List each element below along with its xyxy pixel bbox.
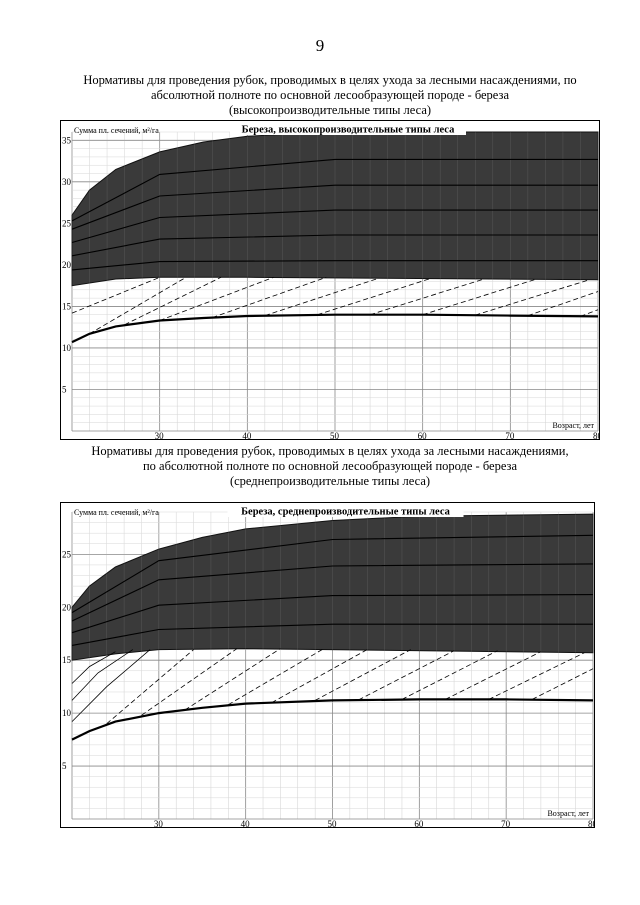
dashed-guide-line [141,648,238,716]
caption-line: (среднепроизводительные типы леса) [229,474,431,488]
x-tick-label: 30 [155,431,165,440]
series-line-m [71,313,599,344]
title-background [230,122,466,135]
chart-title: Береза, высокопроизводительные типы леса [242,125,455,136]
dashed-guide-line [401,650,498,700]
band-curve [71,534,594,614]
x-tick-label: 50 [328,819,338,828]
dashed-guide-line [369,278,485,316]
caption-line: абсолютной полноте по основной лесообраз… [151,88,509,102]
x-tick-label: 60 [418,431,428,440]
band-curve [71,209,598,244]
dashed-guide-line [271,649,368,703]
thin-guide-line [71,649,151,722]
y-tick-label: 20 [62,260,72,270]
x-tick-label: 80 [588,819,595,828]
y-tick-label: 30 [62,177,72,187]
y-tick-label: 15 [62,301,72,311]
band-curve [71,563,594,622]
band-curve [71,260,598,271]
band-curve [71,184,598,230]
dashed-guide-line [159,276,274,321]
thin-guide-line [71,649,134,701]
y-tick-label: 10 [62,708,72,718]
band-curve [71,594,594,634]
title-background [227,504,464,517]
dashed-guide-line [106,649,194,725]
dashed-guide-line [89,276,187,335]
dashed-guide-line [314,649,411,701]
y-tick-label: 25 [62,218,72,228]
y-tick-label: 20 [62,602,72,612]
x-axis-label: Возраст, лет [547,809,589,818]
dashed-guide-line [475,279,590,316]
series-line-m [71,698,594,741]
x-tick-label: 70 [501,819,511,828]
dashed-guide-line [264,277,379,316]
dashed-guide-line [317,277,432,316]
band-texture [71,512,594,661]
caption-line: по абсолютной полноте по основной лесооб… [142,459,518,473]
x-tick-label: 60 [414,819,424,828]
dashed-guide-line [527,291,599,316]
dashed-guide-line [228,648,325,706]
x-tick-label: 50 [330,431,340,440]
chart-caption-2: Нормативы для проведения рубок, проводим… [60,444,600,489]
x-tick-label: 40 [242,431,252,440]
y-tick-label: 5 [62,761,67,771]
dashed-guide-line [445,651,542,700]
dashed-guide-line [184,648,281,711]
band-curve [71,234,598,257]
dashed-guide-line [422,278,537,316]
y-axis-label: Сумма пл. сечений, м²/га [74,508,159,517]
chart-birch-medium-productivity: М510152025304050607080Сумма пл. сечений,… [60,502,595,828]
band-curve [71,158,598,222]
y-tick-label: 5 [62,384,67,394]
dashed-guide-line [124,276,222,326]
y-tick-label: 25 [62,549,72,559]
x-tick-label: 30 [154,819,164,828]
band-texture [71,132,599,286]
caption-line: (высокопроизводительные типы леса) [228,103,432,117]
y-tick-label: 15 [62,655,72,665]
band-curve [71,623,593,646]
x-tick-label: 40 [241,819,251,828]
caption-line: Нормативы для проведения рубок, проводим… [83,73,577,87]
y-tick-label: 35 [62,135,72,145]
thin-guide-line [71,651,116,684]
page-number: 9 [315,36,325,55]
y-axis-label: Сумма пл. сечений, м²/га [74,126,159,135]
chart-caption-1: Нормативы для проведения рубок, проводим… [60,73,600,118]
x-tick-label: 80 [593,431,600,440]
dashed-guide-line [532,668,594,700]
x-tick-label: 70 [505,431,515,440]
chart-title: Береза, среднепроизводительные типы леса [241,507,451,518]
x-axis-label: Возраст, лет [552,421,594,430]
chart-birch-high-productivity: М5101520253035304050607080Сумма пл. сече… [60,120,600,440]
y-tick-label: 10 [62,343,72,353]
dashed-guide-line [212,276,327,318]
dashed-guide-line [488,652,585,700]
dashed-guide-line [358,650,455,701]
caption-line: Нормативы для проведения рубок, проводим… [91,444,569,458]
